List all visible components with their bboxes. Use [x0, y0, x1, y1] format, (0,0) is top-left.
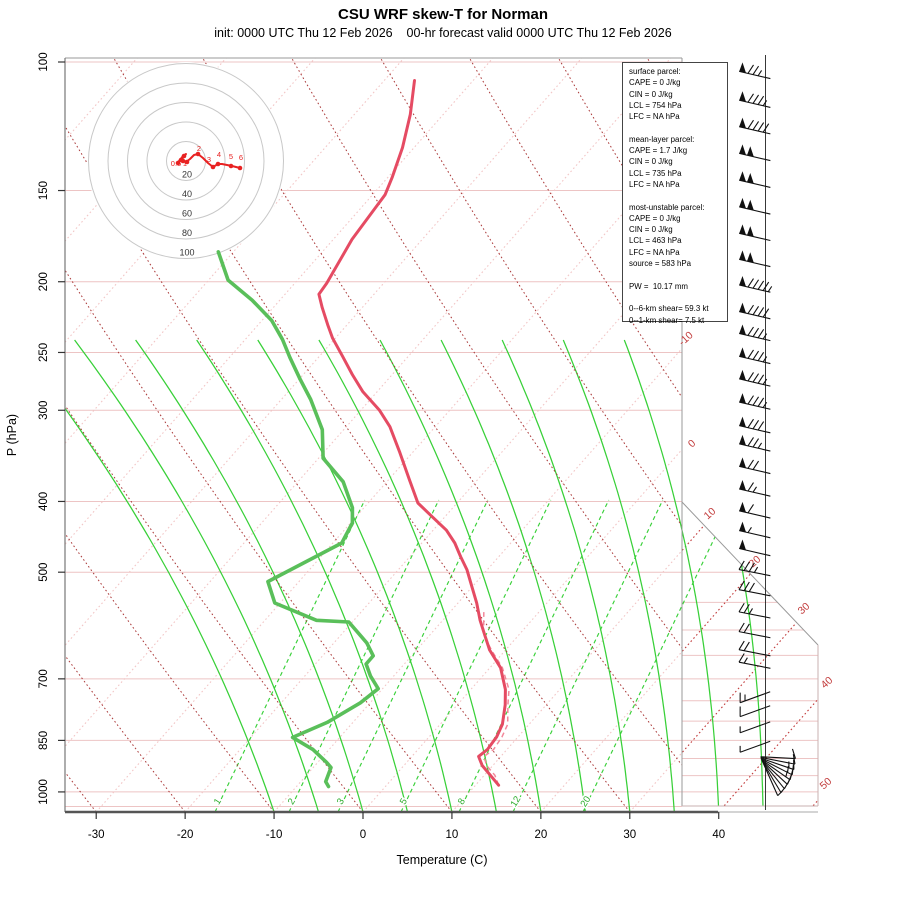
- svg-text:1000: 1000: [38, 779, 50, 805]
- svg-text:-30: -30: [88, 829, 105, 841]
- svg-text:6: 6: [239, 153, 243, 162]
- svg-text:10: 10: [446, 829, 459, 841]
- temperature-curve: [317, 79, 507, 787]
- svg-text:700: 700: [38, 669, 50, 688]
- svg-text:40: 40: [712, 829, 725, 841]
- svg-text:20: 20: [747, 553, 764, 570]
- svg-text:0: 0: [360, 829, 366, 841]
- svg-text:-20: -20: [177, 829, 194, 841]
- sounding: [216, 79, 510, 789]
- svg-text:500: 500: [38, 563, 50, 582]
- svg-text:60: 60: [182, 209, 192, 219]
- svg-text:40: 40: [182, 189, 192, 199]
- svg-text:150: 150: [38, 181, 50, 200]
- svg-text:1: 1: [183, 159, 187, 168]
- svg-text:4: 4: [217, 150, 221, 159]
- svg-text:400: 400: [38, 492, 50, 511]
- svg-text:2: 2: [197, 144, 201, 153]
- svg-text:-10: -10: [676, 329, 695, 348]
- wind-barbs: [738, 55, 796, 810]
- svg-text:0: 0: [686, 437, 698, 450]
- hodograph: 20 40 60 80 100 0.5 1 234 5 6: [87, 62, 285, 260]
- svg-text:250: 250: [38, 343, 50, 362]
- svg-text:100: 100: [179, 248, 194, 258]
- svg-text:10: 10: [702, 505, 719, 522]
- parcel-info-box: surface parcel: CAPE = 0 J/kg CIN = 0 J/…: [622, 62, 728, 325]
- svg-text:300: 300: [38, 401, 50, 420]
- svg-text:30: 30: [623, 829, 636, 841]
- chart-subtitle: init: 0000 UTC Thu 12 Feb 2026 00-hr for…: [214, 26, 672, 40]
- svg-text:3: 3: [207, 155, 211, 164]
- svg-text:850: 850: [38, 731, 50, 750]
- grid-margin: [682, 502, 818, 806]
- svg-text:30: 30: [796, 600, 813, 617]
- svg-text:20: 20: [182, 170, 192, 180]
- svg-text:0.5: 0.5: [171, 159, 181, 168]
- dewpoint-curve: [216, 250, 381, 789]
- svg-text:P (hPa): P (hPa): [5, 414, 19, 456]
- svg-text:-10: -10: [266, 829, 283, 841]
- chart-title: CSU WRF skew-T for Norman: [337, 6, 549, 23]
- svg-text:40: 40: [819, 674, 836, 691]
- svg-text:50: 50: [818, 775, 835, 792]
- svg-text:200: 200: [38, 272, 50, 291]
- svg-text:20: 20: [534, 829, 547, 841]
- svg-text:100: 100: [38, 52, 50, 71]
- svg-text:Temperature (C): Temperature (C): [397, 853, 488, 867]
- svg-text:5: 5: [229, 152, 233, 161]
- svg-text:80: 80: [182, 228, 192, 238]
- grid-main: [65, 58, 682, 812]
